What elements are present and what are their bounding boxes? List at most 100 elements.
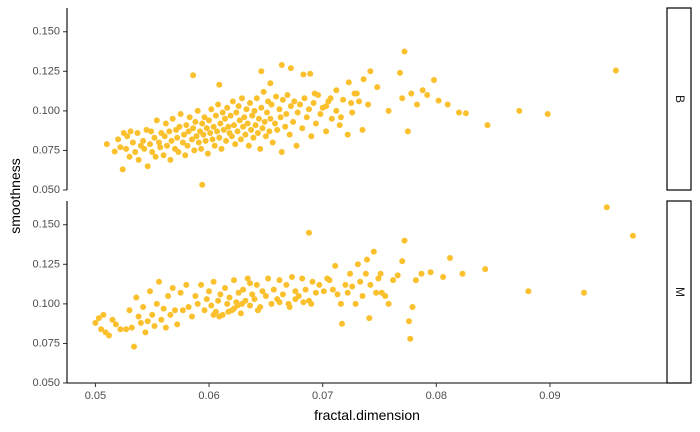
- data-point: [254, 130, 261, 136]
- data-point: [340, 96, 347, 103]
- data-point: [284, 92, 291, 98]
- data-point: [306, 106, 312, 113]
- data-point: [406, 318, 412, 325]
- data-point: [283, 111, 290, 117]
- panel-m-y-ticks: 0.050 0.075 0.100 0.125 0.150: [32, 219, 67, 389]
- data-point: [327, 95, 334, 102]
- data-point: [459, 270, 466, 277]
- data-point: [177, 289, 184, 296]
- y-tick-label: 0.125: [32, 258, 60, 270]
- data-point: [210, 278, 217, 285]
- data-point: [190, 72, 197, 79]
- x-tick-label: 0.07: [312, 390, 333, 402]
- data-point: [127, 128, 134, 135]
- data-point: [201, 114, 208, 121]
- data-point: [373, 289, 380, 296]
- data-point: [92, 319, 99, 326]
- data-point: [244, 275, 251, 282]
- data-point: [267, 80, 274, 87]
- x-axis-title: fractal.dimension: [314, 407, 420, 423]
- data-point: [312, 120, 319, 127]
- data-point: [236, 117, 243, 124]
- data-point: [235, 103, 242, 110]
- data-point: [279, 96, 286, 103]
- data-point: [169, 285, 176, 291]
- panel-b: 0.050 0.075 0.100 0.125 0.150 B: [32, 7, 692, 196]
- data-point: [194, 107, 201, 114]
- data-point: [147, 141, 153, 148]
- data-point: [349, 283, 356, 290]
- data-point: [249, 291, 256, 298]
- data-point: [179, 139, 186, 146]
- data-point: [237, 136, 244, 143]
- data-point: [208, 106, 215, 113]
- data-point: [147, 288, 153, 295]
- data-point: [143, 126, 150, 133]
- data-point: [149, 149, 156, 155]
- data-point: [256, 115, 262, 122]
- data-point: [216, 313, 223, 320]
- data-point: [447, 255, 453, 261]
- data-point: [367, 68, 374, 75]
- data-point: [329, 286, 336, 293]
- data-point: [234, 128, 241, 135]
- panel-b-y-ticks: 0.050 0.075 0.100 0.125 0.150: [32, 26, 67, 196]
- data-point: [168, 137, 175, 144]
- data-point: [359, 126, 366, 133]
- data-point: [149, 311, 156, 318]
- data-point: [131, 343, 137, 350]
- data-point: [140, 304, 147, 310]
- data-point: [224, 104, 231, 111]
- data-point: [360, 76, 367, 83]
- data-point: [162, 324, 169, 331]
- data-point: [247, 302, 253, 309]
- data-point: [277, 114, 284, 121]
- data-point: [431, 77, 437, 83]
- data-point: [176, 123, 183, 130]
- data-point: [484, 122, 491, 129]
- data-point: [337, 300, 344, 307]
- data-point: [251, 296, 258, 303]
- data-point: [162, 120, 169, 127]
- data-point: [192, 118, 199, 125]
- data-point: [307, 70, 314, 77]
- data-point: [303, 114, 310, 121]
- data-point: [278, 149, 285, 155]
- data-point: [227, 112, 234, 119]
- data-point: [193, 133, 200, 140]
- data-point: [345, 79, 352, 86]
- data-point: [156, 139, 162, 146]
- data-point: [123, 326, 130, 333]
- data-point: [257, 145, 264, 152]
- data-point: [279, 291, 286, 298]
- data-point: [239, 95, 245, 102]
- data-point: [218, 145, 225, 152]
- data-point: [366, 315, 373, 322]
- data-point: [292, 288, 299, 295]
- y-tick-label: 0.050: [32, 377, 60, 389]
- data-point: [294, 109, 301, 116]
- data-point: [201, 307, 208, 314]
- data-point: [332, 262, 339, 269]
- data-point: [268, 300, 275, 307]
- data-point: [133, 294, 140, 301]
- data-point: [128, 324, 135, 331]
- data-point: [206, 288, 212, 295]
- data-point: [223, 137, 230, 144]
- data-point: [365, 101, 372, 108]
- data-point: [231, 122, 237, 129]
- data-point: [334, 291, 341, 298]
- data-point: [333, 107, 340, 114]
- data-point: [419, 87, 426, 94]
- data-point: [225, 123, 232, 130]
- data-point: [181, 131, 187, 138]
- data-point: [109, 316, 116, 323]
- data-point: [269, 139, 276, 146]
- data-point: [231, 277, 237, 284]
- data-point: [199, 120, 206, 127]
- data-point: [253, 281, 260, 288]
- data-point: [225, 308, 232, 315]
- data-point: [259, 288, 266, 295]
- data-point: [228, 133, 235, 140]
